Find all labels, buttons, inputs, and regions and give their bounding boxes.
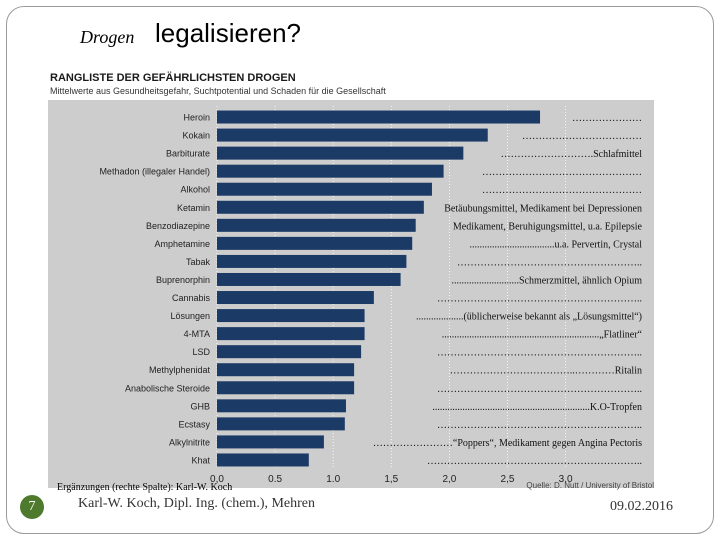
chart-subtitle: Mittelwerte aus Gesundheitsgefahr, Sucht… <box>50 86 386 96</box>
category-label: Alkohol <box>180 185 210 195</box>
annotation-label: …………………………………………………….. <box>437 420 642 431</box>
annotation-label: ........................................… <box>442 330 643 341</box>
bar <box>217 417 345 431</box>
annotation-label: …………………………………………………….. <box>437 384 642 395</box>
x-tick-label: 2,5 <box>501 474 515 485</box>
footer-date: 09.02.2016 <box>610 499 673 514</box>
bar <box>217 200 424 214</box>
category-label: Kokain <box>182 131 210 141</box>
annotation-label: ...........................Schmerzmittel… <box>451 275 642 286</box>
annotation-label: ...................(üblicherweise bekann… <box>416 312 642 323</box>
footer-note: Ergänzungen (rechte Spalte): Karl-W. Koc… <box>57 482 233 493</box>
annotation-label: ……………………….Schlafmittel <box>501 149 643 160</box>
annotation-label: ……………………………………………………….. <box>427 456 642 467</box>
annotation-label: ………………………………………… <box>482 167 642 178</box>
x-tick-label: 0.5 <box>268 474 282 485</box>
category-label: Cannabis <box>172 293 211 303</box>
bar <box>217 110 541 124</box>
category-label: Ketamin <box>177 203 210 213</box>
footer-author: Karl-W. Koch, Dipl. Ing. (chem.), Mehren <box>78 496 316 511</box>
annotation-label: ……………………“Poppers“, Medikament gegen Angi… <box>373 438 642 449</box>
x-tick-label: 1.0 <box>326 474 340 485</box>
bar <box>217 182 432 196</box>
category-label: LSD <box>192 347 210 357</box>
chart-svg: RANGLISTE DER GEFÄHRLICHSTEN DROGEN Mitte… <box>48 71 654 490</box>
slide-title-small: Drogen <box>80 27 135 47</box>
x-tick-label: 3.0 <box>559 474 573 485</box>
category-label: Heroin <box>183 113 210 123</box>
bar <box>217 128 488 142</box>
bar <box>217 146 464 160</box>
category-label: Anabolische Steroide <box>125 383 210 393</box>
category-label: Benzodiazepine <box>146 221 210 231</box>
category-label: Methylphenidat <box>149 365 211 375</box>
category-label: Ecstasy <box>178 419 210 429</box>
bar <box>217 272 401 286</box>
category-label: GHB <box>190 401 210 411</box>
slide-title: legalisieren? <box>155 18 301 48</box>
category-label: Lösungen <box>170 311 210 321</box>
bar <box>217 309 365 323</box>
bar <box>217 254 407 268</box>
x-tick-label: 0,0 <box>210 474 224 485</box>
category-label: Amphetamine <box>154 239 210 249</box>
bar <box>217 363 355 377</box>
annotation-label: Medikament, Beruhigungsmittel, u.a. Epil… <box>453 221 643 232</box>
annotation-label: …………………………………………………….. <box>437 294 642 305</box>
chart-source: Quelle: D. Nutt / University of Bristol <box>526 481 654 490</box>
bar <box>217 236 413 250</box>
annotation-label: ………………… <box>572 113 642 124</box>
bar <box>217 218 416 232</box>
bar <box>217 453 309 467</box>
bar <box>217 435 324 449</box>
annotation-label: ..................................u.a. P… <box>470 239 643 250</box>
category-label: Buprenorphin <box>156 275 210 285</box>
bar <box>217 345 362 359</box>
annotation-label: Betäubungsmittel, Medikament bei Depress… <box>444 203 642 214</box>
annotation-label: ……………………………………………….. <box>457 257 642 268</box>
annotation-label: ……………………………… <box>522 131 642 142</box>
bar <box>217 291 374 305</box>
x-tick-label: 1,5 <box>384 474 398 485</box>
category-label: 4-MTA <box>184 329 210 339</box>
x-tick-label: 2,0 <box>442 474 456 485</box>
bar <box>217 327 365 341</box>
annotation-label: ........................................… <box>432 402 642 413</box>
bar <box>217 164 444 178</box>
annotation-label: …………………………………………………….. <box>437 348 642 359</box>
category-label: Barbiturate <box>166 149 210 159</box>
category-label: Alkylnitrite <box>169 437 210 447</box>
annotation-label: ………………………………..…………Ritalin <box>450 366 642 377</box>
bar <box>217 399 346 413</box>
chart-title: RANGLISTE DER GEFÄHRLICHSTEN DROGEN <box>50 71 296 84</box>
category-label: Tabak <box>186 257 211 267</box>
bar <box>217 381 355 395</box>
page-number: 7 <box>20 495 44 519</box>
category-label: Khat <box>191 455 210 465</box>
category-label: Methadon (illegaler Handel) <box>99 167 210 177</box>
annotation-label: ………………………………………… <box>482 185 642 196</box>
drug-ranking-chart: RANGLISTE DER GEFÄHRLICHSTEN DROGEN Mitte… <box>40 68 662 492</box>
